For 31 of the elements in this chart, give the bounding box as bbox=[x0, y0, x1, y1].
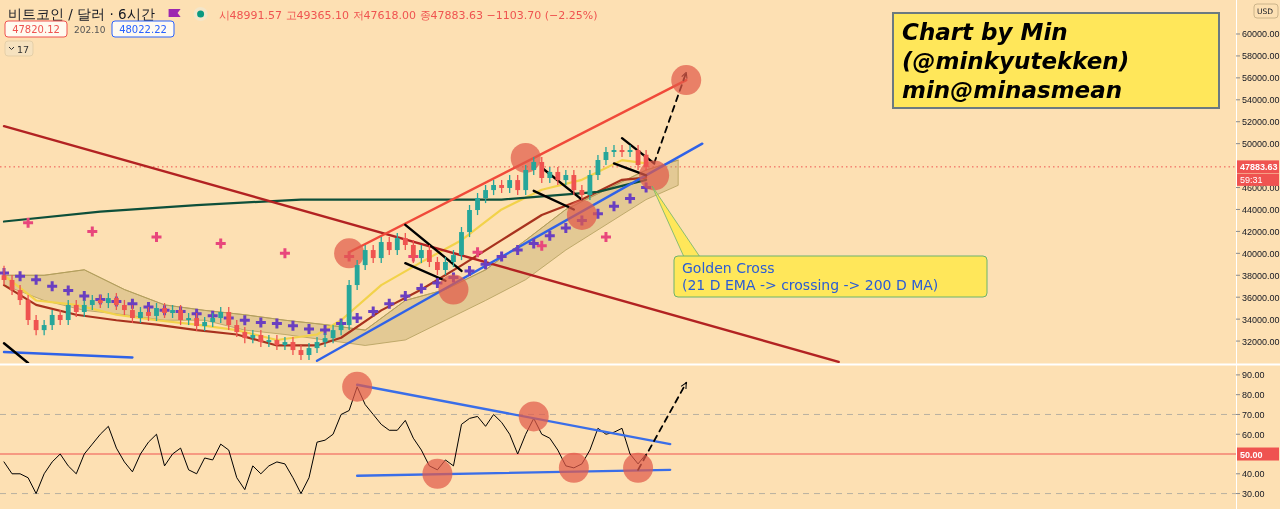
y-tick-label: 50000.00 bbox=[1242, 139, 1280, 150]
text: 59:31 bbox=[1240, 174, 1263, 185]
text: 비트코인 / 달러 · 6시간 bbox=[8, 6, 155, 22]
y-tick-label: 52000.00 bbox=[1242, 117, 1280, 128]
annotation: Chart by Min (@minkyutekken) min@minasmean bbox=[902, 19, 1130, 103]
y-tick-label: 56000.00 bbox=[1242, 73, 1280, 84]
ref-line-label: 47883.63 bbox=[1240, 162, 1278, 173]
y-tick-label: 38000.00 bbox=[1242, 270, 1280, 281]
annotation: 17 bbox=[17, 43, 30, 55]
y-tick-label: 70.00 bbox=[1242, 409, 1265, 420]
y-tick-label: 44000.00 bbox=[1242, 204, 1280, 215]
y-tick-label: 40000.00 bbox=[1242, 248, 1280, 259]
y-tick-label: 46000.00 bbox=[1242, 183, 1280, 194]
annotation: 47820.12 bbox=[12, 24, 60, 35]
y-tick-label: 54000.00 bbox=[1242, 95, 1280, 106]
annotation: Golden Cross (21 D EMA -> crossing -> 200 D MA) bbox=[682, 260, 939, 293]
y-tick-label: 80.00 bbox=[1242, 390, 1265, 401]
y-tick-label: 30.00 bbox=[1242, 489, 1265, 500]
annotation: 48022.22 bbox=[119, 24, 167, 35]
y-tick-label: 34000.00 bbox=[1242, 314, 1280, 325]
y-tick-label: 60000.00 bbox=[1242, 29, 1280, 40]
ref-line-label: 50.00 bbox=[1240, 449, 1263, 460]
y-tick-label: 32000.00 bbox=[1242, 336, 1280, 347]
y-tick-label: 36000.00 bbox=[1242, 292, 1280, 303]
y-tick-label: 60.00 bbox=[1242, 429, 1265, 440]
y-tick-label: 40.00 bbox=[1242, 469, 1265, 480]
y-tick-label: 58000.00 bbox=[1242, 51, 1280, 62]
y-tick-label: 90.00 bbox=[1242, 370, 1265, 381]
annotation: 202.10 bbox=[74, 25, 106, 35]
y-tick-label: 42000.00 bbox=[1242, 226, 1280, 237]
text: 시48991.57 고49365.10 저47618.00 종47883.63 −1103.70 (−2.25%) bbox=[218, 9, 598, 22]
